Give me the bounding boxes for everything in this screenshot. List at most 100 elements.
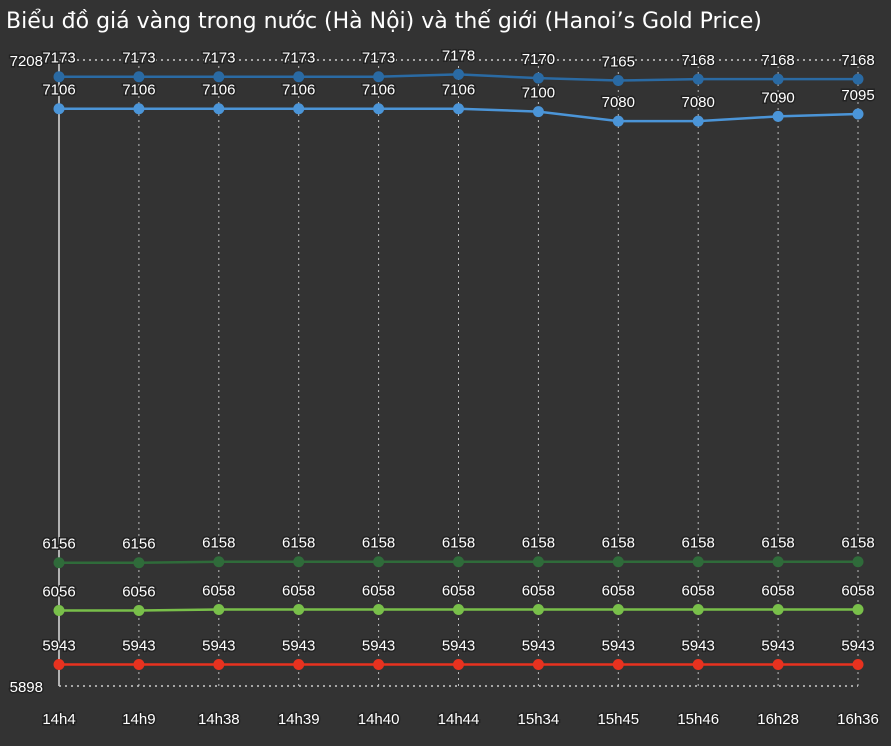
data-label: 7173: [202, 50, 235, 67]
data-point: [852, 556, 864, 568]
data-label: 6056: [42, 583, 75, 600]
data-point: [53, 557, 65, 569]
data-point: [692, 115, 704, 127]
data-label: 5943: [42, 637, 75, 654]
data-label: 7168: [841, 52, 874, 69]
data-point: [532, 106, 544, 118]
data-label: 6158: [202, 535, 235, 552]
data-label: 7170: [522, 51, 555, 68]
data-point: [772, 73, 784, 85]
data-point: [772, 110, 784, 122]
data-point: [213, 604, 225, 616]
x-tick-label: 14h9: [122, 711, 155, 728]
chart-title: Biểu đồ giá vàng trong nước (Hà Nội) và …: [6, 9, 762, 34]
data-point: [293, 71, 305, 83]
data-point: [373, 71, 385, 83]
data-label: 5943: [202, 637, 235, 654]
data-label: 7100: [522, 85, 555, 102]
data-label: 6058: [522, 583, 555, 600]
x-tick-label: 16h36: [837, 711, 879, 728]
data-point: [852, 604, 864, 616]
data-point: [852, 658, 864, 670]
data-point: [532, 556, 544, 568]
data-label: 6058: [761, 583, 794, 600]
data-label: 6158: [282, 535, 315, 552]
data-label: 6158: [362, 535, 395, 552]
data-label: 6156: [42, 536, 75, 553]
data-point: [53, 71, 65, 83]
data-label: 7168: [761, 52, 794, 69]
data-point: [213, 556, 225, 568]
x-tick-label: 15h34: [518, 711, 560, 728]
data-point: [213, 658, 225, 670]
data-label: 6158: [841, 535, 874, 552]
data-point: [453, 556, 464, 568]
x-tick-label: 14h4: [42, 711, 75, 728]
data-label: 6058: [841, 583, 874, 600]
data-label: 7106: [442, 82, 475, 99]
data-point: [213, 103, 225, 115]
x-tick-label: 14h39: [278, 711, 320, 728]
data-label: 7106: [122, 82, 155, 99]
data-point: [453, 604, 464, 616]
data-point: [772, 556, 784, 568]
data-point: [133, 71, 145, 83]
data-point: [532, 658, 544, 670]
data-point: [852, 108, 864, 120]
x-tick-label: 16h28: [757, 711, 799, 728]
x-tick-label: 14h38: [198, 711, 240, 728]
data-label: 6156: [122, 536, 155, 553]
data-label: 6058: [362, 583, 395, 600]
data-label: 7080: [602, 94, 635, 111]
data-point: [532, 72, 544, 84]
data-point: [293, 103, 305, 115]
data-label: 5943: [841, 637, 874, 654]
data-label: 6058: [442, 583, 475, 600]
data-label: 6158: [442, 535, 475, 552]
data-label: 5943: [362, 637, 395, 654]
data-label: 7173: [362, 50, 395, 67]
data-point: [293, 658, 305, 670]
data-label: 5943: [602, 637, 635, 654]
data-point: [453, 68, 464, 80]
x-tick-label: 14h44: [438, 711, 480, 728]
data-label: 6056: [122, 583, 155, 600]
data-point: [772, 604, 784, 616]
data-point: [53, 604, 65, 616]
data-point: [213, 71, 225, 83]
data-label: 7165: [602, 54, 635, 71]
data-point: [692, 658, 704, 670]
data-label: 7106: [362, 82, 395, 99]
data-label: 6058: [602, 583, 635, 600]
data-label: 6058: [282, 583, 315, 600]
x-tick-label: 14h40: [358, 711, 400, 728]
data-label: 7106: [202, 82, 235, 99]
data-point: [692, 73, 704, 85]
data-point: [612, 75, 624, 87]
data-label: 6158: [682, 535, 715, 552]
data-point: [133, 557, 145, 569]
data-label: 5943: [282, 637, 315, 654]
data-label: 5943: [442, 637, 475, 654]
y-tick-label: 7208: [10, 53, 43, 70]
data-point: [612, 115, 624, 127]
data-point: [612, 658, 624, 670]
data-point: [373, 604, 385, 616]
data-point: [53, 658, 65, 670]
data-label: 7173: [42, 50, 75, 67]
data-label: 7106: [282, 82, 315, 99]
data-point: [293, 604, 305, 616]
data-label: 7095: [841, 87, 874, 104]
data-label: 7080: [682, 94, 715, 111]
x-tick-label: 15h45: [597, 711, 639, 728]
data-point: [373, 658, 385, 670]
data-point: [373, 103, 385, 115]
data-label: 5943: [761, 637, 794, 654]
data-label: 7090: [761, 89, 794, 106]
data-point: [53, 103, 65, 115]
data-label: 5943: [122, 637, 155, 654]
x-tick-label: 15h46: [677, 711, 719, 728]
data-point: [612, 556, 624, 568]
data-point: [133, 604, 145, 616]
